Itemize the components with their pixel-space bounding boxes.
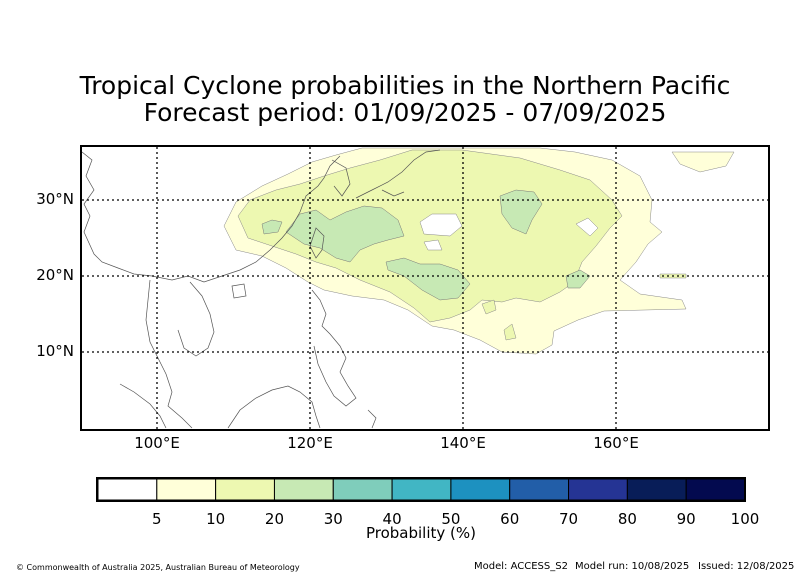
colorbar-tick-20: 20 — [264, 510, 284, 528]
coast-hainan — [231, 283, 247, 299]
coast-sulawesi — [367, 409, 377, 429]
colorbar-tick-90: 90 — [676, 510, 696, 528]
coast-japan — [355, 149, 441, 199]
contour-level-20-central — [385, 257, 471, 301]
issued-text: Issued: 12/08/2025 — [698, 561, 795, 572]
colorbar-tick-80: 80 — [617, 510, 637, 528]
coast-malaysia — [119, 383, 167, 429]
gridlines — [82, 147, 768, 429]
colorbar-cell-3 — [273, 478, 334, 501]
colorbar-label: Probability (%) — [365, 524, 477, 542]
contour-spot-2 — [503, 323, 517, 341]
contour-hole-3 — [423, 239, 443, 251]
coast-vietnam — [177, 281, 215, 357]
copyright-text: © Commonwealth of Australia 2025, Austra… — [16, 563, 300, 572]
contour-level-5-ne — [671, 151, 735, 173]
lon-label-100: 100°E — [134, 434, 180, 452]
coast-korea — [331, 159, 351, 197]
probability-contours — [223, 147, 735, 355]
model-text: Model: ACCESS_S2 — [474, 561, 568, 572]
colorbar-tick-40: 40 — [382, 510, 402, 528]
coast-philippines — [311, 289, 357, 407]
contour-hole-1 — [419, 213, 463, 237]
lon-label-160: 160°E — [593, 434, 639, 452]
colorbar-cell-0 — [97, 478, 158, 501]
contour-hole-2 — [575, 217, 599, 237]
lat-label-30: 30°N — [36, 190, 74, 208]
colorbar-tick-70: 70 — [558, 510, 579, 528]
colorbar-cell-10 — [685, 478, 746, 501]
contour-level-20-small — [261, 219, 283, 235]
colorbar-tick-10: 10 — [206, 510, 226, 528]
contour-spot-3 — [565, 269, 591, 289]
colorbar-frame — [96, 477, 746, 502]
lon-label-120: 120°E — [287, 434, 333, 452]
colorbar-cell-1 — [156, 478, 217, 501]
colorbar-tick-60: 60 — [500, 510, 520, 528]
contour-spot-1 — [481, 299, 497, 315]
coast-borneo — [227, 385, 321, 429]
colorbar-tick-50: 50 — [441, 510, 461, 528]
colorbar-cell-7 — [509, 478, 570, 501]
model-run-text: Model run: 10/08/2025 — [575, 561, 690, 572]
colorbar-tick-30: 30 — [323, 510, 343, 528]
colorbar-cells — [97, 478, 746, 501]
lat-label-10: 10°N — [36, 342, 74, 360]
contour-level-20-west — [285, 205, 405, 263]
colorbar-cell-2 — [215, 478, 275, 501]
colorbar-tick-5: 5 — [152, 510, 162, 528]
lon-label-140: 140°E — [440, 434, 486, 452]
forecast-period-subtitle: Forecast period: 01/09/2025 - 07/09/2025 — [143, 98, 667, 127]
contour-level-20-east — [499, 189, 543, 235]
colorbar-cell-6 — [450, 478, 511, 501]
page-title: Tropical Cyclone probabilities in the No… — [79, 71, 731, 100]
coast-indochina — [145, 279, 193, 429]
colorbar-cell-5 — [391, 478, 452, 501]
lat-label-20: 20°N — [36, 266, 74, 284]
coast-taiwan — [309, 227, 325, 259]
colorbar-cell-4 — [332, 478, 393, 501]
colorbar-tick-100: 100 — [730, 510, 760, 528]
colorbar-cell-9 — [626, 478, 687, 501]
map-frame — [80, 145, 770, 431]
colorbar-cell-8 — [568, 478, 628, 501]
